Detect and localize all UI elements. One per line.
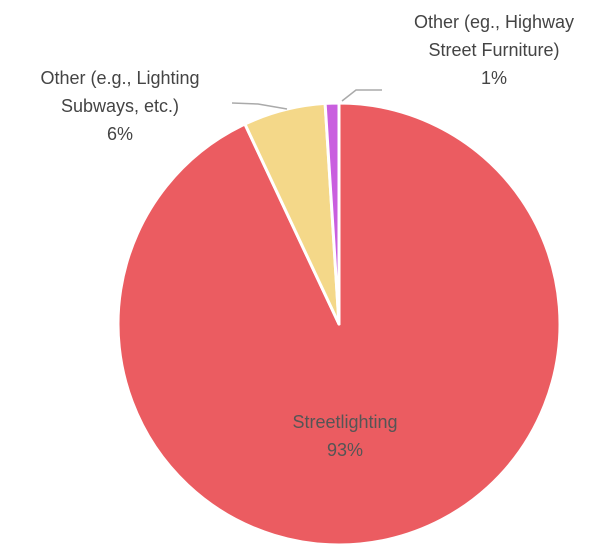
leader-line — [341, 89, 382, 102]
pie-slice — [323, 101, 341, 326]
slice-label: Streetlighting 93% — [245, 408, 445, 464]
slice-percent: 6% — [106, 124, 133, 144]
leader-line — [231, 102, 288, 110]
slice-label: Other (eg., Highway Street Furniture) 1% — [388, 8, 600, 92]
slice-label: Other (e.g., Lighting Subways, etc.) 6% — [5, 64, 235, 148]
slice-name: Other (eg., Highway Street Furniture) — [413, 12, 575, 60]
slice-name: Streetlighting — [292, 412, 398, 432]
slice-name: Other (e.g., Lighting Subways, etc.) — [40, 68, 200, 116]
slice-percent: 1% — [480, 68, 507, 88]
slice-percent: 93% — [326, 440, 364, 460]
